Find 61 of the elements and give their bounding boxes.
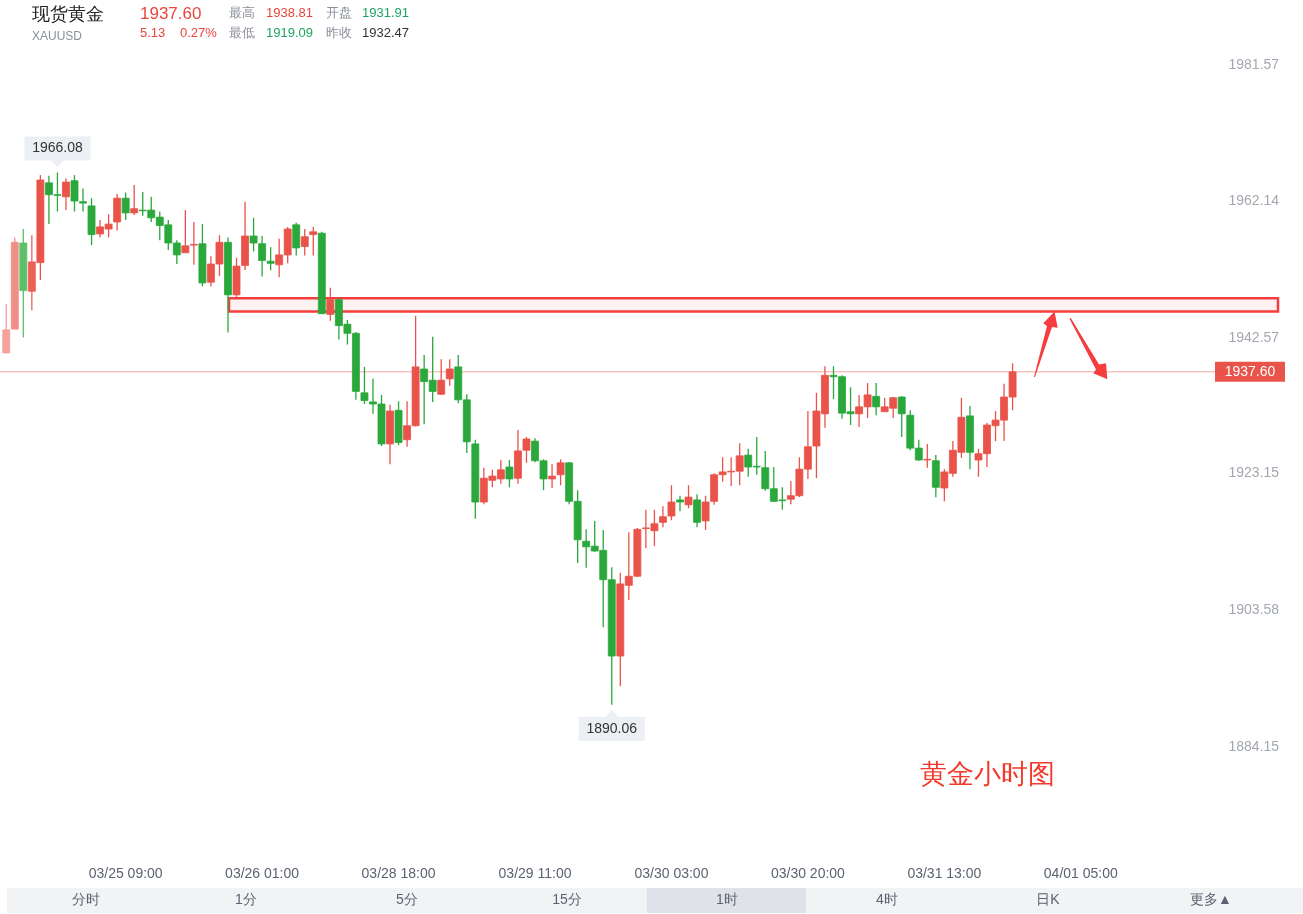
text: 1分 bbox=[235, 891, 257, 907]
candlestick bbox=[556, 458, 565, 486]
candlestick bbox=[266, 246, 275, 271]
candlestick bbox=[693, 493, 701, 528]
candlestick bbox=[923, 443, 932, 469]
text: 更多▲ bbox=[1190, 891, 1232, 907]
candlestick bbox=[872, 382, 881, 416]
text: 最高 bbox=[229, 5, 255, 20]
text: 1937.60 bbox=[140, 4, 202, 23]
y-tick-label: 1962.14 bbox=[1228, 191, 1280, 208]
candlestick bbox=[684, 484, 693, 509]
text: 日K bbox=[1036, 891, 1061, 907]
text: 黄金小时图 bbox=[920, 759, 1055, 789]
text: 分时 bbox=[72, 891, 100, 907]
text: 15分 bbox=[552, 891, 582, 907]
text: 开盘 bbox=[326, 5, 352, 20]
x-tick-label: 03/30 03:00 bbox=[634, 864, 709, 881]
x-tick-label: 03/26 01:00 bbox=[225, 864, 300, 881]
ref-line-label: 1937.60 bbox=[1224, 362, 1276, 379]
candlestick bbox=[62, 177, 70, 211]
annotation: 1890.06 bbox=[586, 719, 638, 736]
x-tick-label: 03/25 09:00 bbox=[88, 864, 163, 881]
text: 1时 bbox=[716, 891, 738, 907]
annotation: 1966.08 bbox=[32, 139, 83, 156]
text: 1932.47 bbox=[362, 25, 409, 40]
chart-subtitle: XAUUSD bbox=[32, 29, 83, 43]
candlestick bbox=[130, 184, 139, 216]
candlestick bbox=[300, 228, 309, 257]
text: 最低 bbox=[229, 25, 255, 40]
candlestick bbox=[437, 358, 446, 396]
x-tick-label: 03/30 20:00 bbox=[770, 864, 846, 881]
y-tick-label: 1981.57 bbox=[1228, 55, 1280, 72]
candlestick bbox=[505, 459, 514, 488]
text: 1931.91 bbox=[362, 5, 409, 20]
text: 1938.81 bbox=[266, 5, 313, 20]
candlestick bbox=[548, 463, 556, 489]
candlestick bbox=[309, 226, 318, 257]
text: 0.27% bbox=[180, 25, 218, 40]
text: 1919.09 bbox=[266, 25, 313, 40]
y-tick-label: 1903.58 bbox=[1228, 601, 1280, 618]
x-tick-label: 03/29 11:00 bbox=[498, 864, 572, 881]
text: 昨收 bbox=[326, 25, 352, 40]
candlestick bbox=[2, 303, 11, 355]
candlestick bbox=[445, 358, 454, 387]
candlestick bbox=[897, 395, 906, 438]
x-tick-label: 04/01 05:00 bbox=[1043, 864, 1118, 881]
candlestick bbox=[676, 495, 684, 512]
text: 5.13 bbox=[140, 25, 166, 40]
candlestick bbox=[292, 222, 301, 257]
candlestick bbox=[121, 191, 130, 221]
y-tick-label: 1884.15 bbox=[1228, 737, 1280, 754]
candlestick bbox=[326, 287, 335, 322]
y-tick-label: 1942.57 bbox=[1228, 328, 1280, 345]
candlestick bbox=[360, 366, 369, 405]
text: 5分 bbox=[396, 891, 418, 907]
text: 4时 bbox=[876, 891, 898, 907]
chart-title: 现货黄金 bbox=[32, 4, 104, 24]
x-tick-label: 03/31 13:00 bbox=[907, 864, 982, 881]
candlestick bbox=[113, 193, 122, 232]
x-tick-label: 03/28 18:00 bbox=[361, 864, 436, 881]
y-tick-label: 1923.15 bbox=[1228, 464, 1280, 481]
